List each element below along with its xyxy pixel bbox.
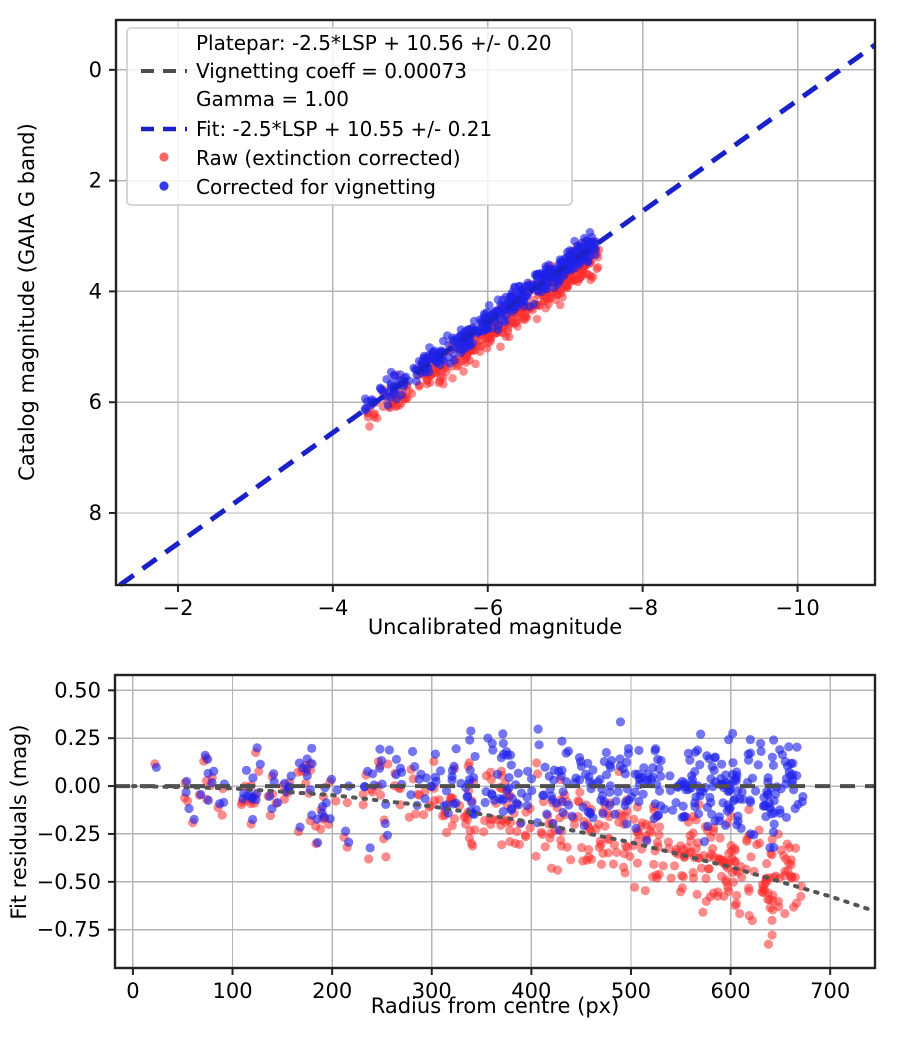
lower-ticks [108, 689, 832, 975]
upper-ytick-label: 4 [89, 279, 102, 303]
lower-ytick-label: −0.50 [37, 870, 101, 894]
lower-xtick-label: 100 [212, 979, 252, 1003]
upper-yaxis-title: Catalog magnitude (GAIA G band) [15, 123, 39, 481]
upper-axes-frame [114, 18, 877, 587]
lower-xtick-label: 200 [312, 979, 352, 1003]
fit-line [118, 42, 877, 588]
upper-xtick-label: −2 [162, 596, 193, 620]
legend-label-corrected: Corrected for vignetting [196, 175, 436, 199]
lower-ytick-label: −0.25 [37, 822, 101, 846]
upper-ytick-label: 6 [89, 390, 102, 414]
legend-label-vignetting-coeff: Vignetting coeff = 0.00073 [196, 59, 467, 83]
legend: Platepar: -2.5*LSP + 10.56 +/- 0.20 Vign… [126, 27, 573, 206]
legend-box [126, 27, 573, 206]
lower-ytick-label: 0.00 [54, 774, 101, 798]
lower-xtick-label: 300 [412, 979, 452, 1003]
upper-xtick-label: −6 [472, 596, 503, 620]
legend-label-gamma: Gamma = 1.00 [196, 87, 349, 111]
upper-xtick-label: −8 [627, 596, 658, 620]
lower-xtick-label: 400 [511, 979, 551, 1003]
legend-label-raw: Raw (extinction corrected) [196, 146, 461, 170]
upper-tick-labels: −2 −4 −6 −8 −10 0 2 4 6 8 [89, 58, 820, 620]
upper-ytick-label: 0 [89, 58, 102, 82]
legend-label-fit: Fit: -2.5*LSP + 10.55 +/- 0.21 [196, 117, 492, 141]
upper-ytick-label: 8 [89, 501, 102, 525]
lower-ytick-label: −0.75 [37, 918, 101, 942]
upper-ytick-label: 2 [89, 169, 102, 193]
lower-xtick-label: 0 [126, 979, 139, 1003]
lower-axes-frame [113, 673, 877, 970]
lower-tick-labels: 0 100 200 300 400 500 600 700 0.50 0.25 0.00 −0.25 −… [37, 678, 851, 1003]
lower-xtick-label: 600 [711, 979, 751, 1003]
lower-ytick-label: 0.50 [54, 678, 101, 702]
legend-handle-raw-dot [159, 152, 169, 162]
lower-yaxis-title: Fit residuals (mag) [7, 724, 31, 919]
lower-panel: 0 100 200 300 400 500 600 700 0.50 0.25 0.00 −0.25 −… [7, 673, 877, 1018]
legend-label-platepar: Platepar: -2.5*LSP + 10.56 +/- 0.20 [196, 31, 552, 55]
upper-xtick-label: −4 [317, 596, 348, 620]
lower-ytick-label: 0.25 [54, 726, 101, 750]
upper-ticks [109, 68, 799, 592]
legend-handle-corrected-dot [159, 181, 169, 191]
lower-xtick-label: 500 [611, 979, 651, 1003]
upper-xaxis-title: Uncalibrated magnitude [368, 615, 622, 639]
lower-xtick-label: 700 [810, 979, 850, 1003]
lower-xaxis-title: Radius from centre (px) [371, 994, 620, 1018]
vignetting-model-curve [130, 784, 873, 912]
upper-xtick-label: −10 [775, 596, 819, 620]
